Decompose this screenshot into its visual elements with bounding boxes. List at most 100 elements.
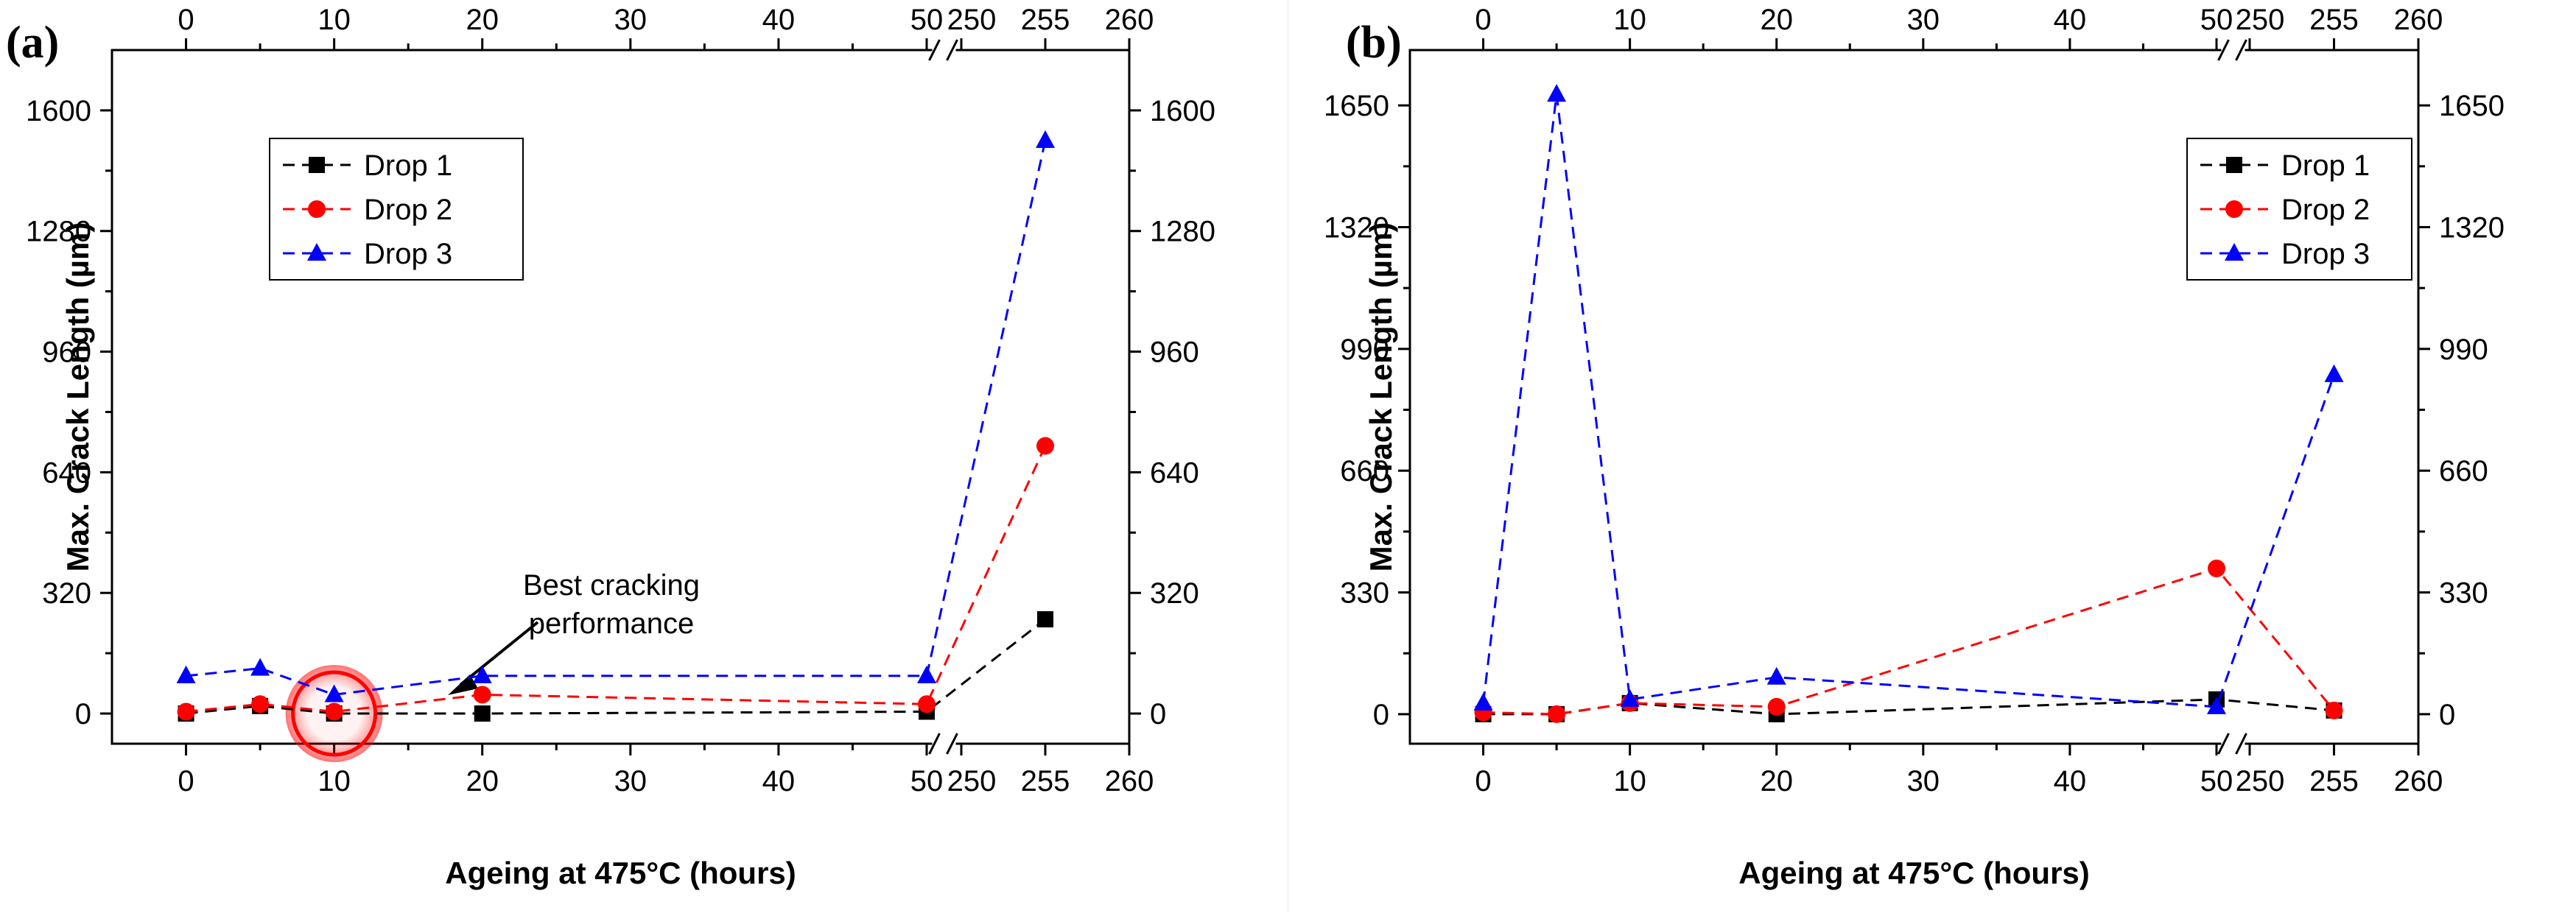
y-tick-label-left: 1650 bbox=[1324, 90, 1389, 122]
data-point-series-3 bbox=[1547, 84, 1567, 102]
data-point-series-3 bbox=[1036, 130, 1055, 148]
x-tick-label: 250 bbox=[947, 765, 997, 797]
data-point-series-1 bbox=[474, 705, 491, 722]
series-line-2 bbox=[186, 445, 1047, 713]
data-point-series-2 bbox=[177, 702, 195, 721]
legend-label: Drop 1 bbox=[364, 149, 452, 182]
data-point-series-3 bbox=[1766, 666, 1786, 685]
axis-break-mark-top bbox=[946, 39, 958, 61]
y-tick-label-left: 960 bbox=[42, 337, 91, 369]
x-tick-label-top: 50 bbox=[2200, 4, 2233, 36]
plot-frame bbox=[1408, 49, 2420, 745]
series-line-3 bbox=[186, 140, 1047, 696]
legend-label: Drop 3 bbox=[2281, 238, 2370, 270]
y-tick-label-left: 330 bbox=[1340, 577, 1389, 610]
x-tick-label-top: 30 bbox=[614, 4, 647, 36]
data-point-series-3 bbox=[472, 665, 492, 683]
annotation-arrow-line bbox=[459, 621, 539, 686]
data-point-series-2 bbox=[251, 695, 270, 714]
x-tick-label-top: 40 bbox=[2054, 4, 2087, 36]
legend-marker bbox=[308, 200, 326, 218]
x-tick-label-top: 20 bbox=[466, 4, 499, 36]
legend-label: Drop 2 bbox=[364, 194, 452, 226]
axis-break-mark-bottom bbox=[2217, 733, 2230, 755]
y-tick-label-right: 1600 bbox=[1150, 95, 1215, 127]
y-axis-title: Max. Crack Length (µm) bbox=[60, 222, 95, 572]
legend-marker bbox=[2226, 157, 2242, 173]
x-tick-label: 250 bbox=[2236, 765, 2285, 797]
chart-panel-b: (b) 0 0 10 10 20 20 30 30 40 40 50 50 250 250 255 255 260… bbox=[1288, 0, 2576, 912]
data-point-series-3 bbox=[917, 665, 936, 683]
series-line-1 bbox=[186, 618, 1046, 715]
legend-marker bbox=[309, 157, 325, 173]
y-tick-label-right: 1280 bbox=[1150, 216, 1215, 248]
data-point-series-3 bbox=[176, 665, 196, 683]
y-tick-label-left: 660 bbox=[1340, 455, 1389, 487]
axis-break-mark-top bbox=[2217, 39, 2230, 61]
panel-label: (b) bbox=[1346, 18, 1402, 68]
data-point-series-2 bbox=[2325, 701, 2343, 719]
legend-label: Drop 3 bbox=[364, 238, 452, 270]
y-tick-label-left: 990 bbox=[1340, 334, 1389, 366]
x-tick-label: 30 bbox=[1907, 765, 1940, 797]
y-tick-label-left: 1280 bbox=[26, 216, 91, 248]
data-point-series-3 bbox=[1473, 692, 1493, 711]
data-point-series-2 bbox=[1548, 705, 1566, 723]
chart-a-svg: (a)0010102020303040405050250250255255260… bbox=[6, 4, 1215, 890]
x-tick-label-top: 40 bbox=[762, 4, 796, 36]
x-tick-label: 255 bbox=[1021, 765, 1070, 797]
x-tick-label-top: 0 bbox=[1475, 4, 1491, 36]
x-tick-label: 260 bbox=[1105, 765, 1154, 797]
data-point-series-2 bbox=[1036, 437, 1054, 455]
x-tick-label: 0 bbox=[1475, 765, 1491, 797]
legend-label: Drop 2 bbox=[2281, 194, 2370, 226]
y-tick-label-left: 1600 bbox=[26, 95, 91, 127]
x-tick-label-top: 10 bbox=[1613, 4, 1646, 36]
y-tick-label-right: 0 bbox=[1150, 698, 1166, 730]
y-tick-label-right: 1320 bbox=[2439, 212, 2505, 244]
x-tick-label-top: 255 bbox=[1021, 4, 1070, 36]
data-point-series-2 bbox=[473, 686, 491, 704]
chart-panel-a: (a) 0 0 10 10 20 20 30 30 40 40 50 50 250 250 255 255 260… bbox=[0, 0, 1288, 912]
x-tick-label: 50 bbox=[2200, 765, 2233, 797]
data-point-series-3 bbox=[2324, 364, 2344, 382]
plot-frame bbox=[110, 49, 1131, 745]
legend-marker bbox=[2225, 200, 2243, 218]
data-point-series-2 bbox=[325, 702, 343, 721]
x-tick-label: 40 bbox=[762, 765, 796, 797]
x-tick-label: 50 bbox=[910, 765, 944, 797]
x-tick-label: 255 bbox=[2309, 765, 2359, 797]
x-tick-label-top: 20 bbox=[1760, 4, 1793, 36]
x-tick-label: 260 bbox=[2394, 765, 2443, 797]
legend-marker bbox=[2225, 243, 2244, 261]
data-point-series-3 bbox=[1620, 688, 1640, 707]
x-tick-label: 20 bbox=[466, 765, 499, 797]
y-tick-label-right: 0 bbox=[2439, 699, 2455, 731]
y-tick-label-left: 0 bbox=[75, 698, 91, 730]
y-tick-label-left: 0 bbox=[1373, 699, 1389, 731]
y-tick-label-right: 320 bbox=[1150, 577, 1199, 610]
annotation-line-2: performance bbox=[529, 607, 695, 640]
axis-break-mark-top bbox=[2235, 39, 2247, 61]
x-tick-label-top: 30 bbox=[1907, 4, 1940, 36]
x-tick-label: 10 bbox=[1613, 765, 1646, 797]
y-tick-label-left: 320 bbox=[42, 577, 91, 610]
x-tick-label: 20 bbox=[1760, 765, 1793, 797]
data-point-series-3 bbox=[250, 658, 270, 676]
axis-break-mark-bottom bbox=[928, 733, 941, 755]
y-tick-label-right: 990 bbox=[2439, 334, 2488, 366]
x-tick-label-top: 260 bbox=[2394, 4, 2443, 36]
data-point-series-2 bbox=[918, 695, 936, 714]
x-tick-label-top: 0 bbox=[178, 4, 194, 36]
legend-label: Drop 1 bbox=[2281, 149, 2370, 182]
y-tick-label-right: 660 bbox=[2439, 455, 2488, 487]
data-point-series-3 bbox=[324, 684, 344, 702]
x-tick-label-top: 260 bbox=[1105, 4, 1154, 36]
x-tick-label: 40 bbox=[2054, 765, 2087, 797]
legend-marker bbox=[307, 243, 326, 261]
axis-break-mark-top bbox=[928, 39, 941, 61]
x-axis-title: Ageing at 475°C (hours) bbox=[1738, 856, 2090, 890]
data-point-series-3 bbox=[2207, 696, 2226, 714]
x-axis-title: Ageing at 475°C (hours) bbox=[445, 856, 796, 890]
y-tick-label-right: 330 bbox=[2439, 577, 2488, 610]
